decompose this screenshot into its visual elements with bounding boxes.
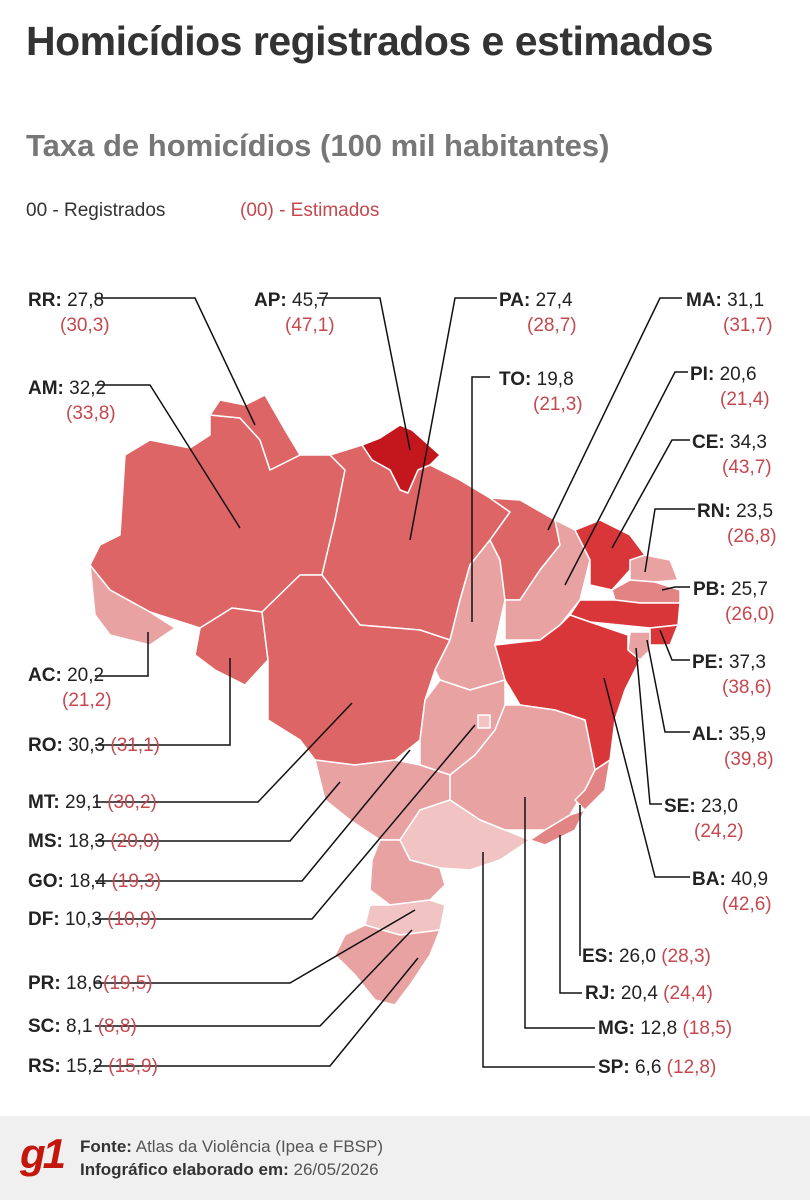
label-pe: PE: 37,3 (38,6) bbox=[692, 652, 772, 698]
label-to: TO: 19,8 (21,3) bbox=[499, 369, 583, 415]
label-am: AM: 32,2 (33,8) bbox=[28, 378, 116, 424]
label-ms: MS: 18,3 (20,0) bbox=[28, 831, 161, 852]
state-df[interactable] bbox=[477, 714, 491, 729]
label-pi: PI: 20,6 (21,4) bbox=[690, 364, 770, 410]
label-ma: MA: 31,1 (31,7) bbox=[686, 290, 773, 336]
label-ro: RO: 30,3 (31,1) bbox=[28, 735, 161, 756]
state-ro[interactable] bbox=[194, 607, 269, 686]
label-rs: RS: 15,2 (15,9) bbox=[28, 1056, 158, 1077]
label-es: ES: 26,0 (28,3) bbox=[582, 946, 711, 967]
label-al: AL: 35,9 (39,8) bbox=[692, 724, 774, 770]
legend-registered: 00 - Registrados bbox=[26, 200, 166, 221]
label-pr: PR: 18,6(19,5) bbox=[28, 973, 153, 994]
source-label: Fonte: bbox=[80, 1137, 132, 1156]
label-pb: PB: 25,7 (26,0) bbox=[693, 579, 775, 625]
label-ba: BA: 40,9 (42,6) bbox=[692, 869, 772, 915]
legend-estimated: (00) - Estimados bbox=[240, 200, 380, 221]
label-df: DF: 10,3 (10,9) bbox=[28, 909, 157, 930]
label-rj: RJ: 20,4 (24,4) bbox=[585, 983, 713, 1004]
label-sp: SP: 6,6 (12,8) bbox=[598, 1057, 717, 1078]
label-ap: AP: 45,7 (47,1) bbox=[254, 290, 335, 336]
date-value: 26/05/2026 bbox=[293, 1160, 379, 1179]
g1-logo: g1 bbox=[20, 1130, 66, 1177]
state-ac[interactable] bbox=[89, 564, 176, 646]
page-subtitle: Taxa de homicídios (100 mil habitantes) bbox=[26, 128, 610, 163]
state-pb[interactable] bbox=[611, 579, 681, 604]
label-sc: SC: 8,1 (8,8) bbox=[28, 1016, 137, 1037]
label-go: GO: 18,4 (19,3) bbox=[28, 871, 162, 892]
page-title: Homicídios registrados e estimados bbox=[26, 18, 714, 64]
label-se: SE: 23,0 (24,2) bbox=[664, 796, 744, 842]
footer-source: Fonte: Atlas da Violência (Ipea e FBSP) … bbox=[80, 1135, 383, 1181]
label-rr: RR: 27,8 (30,3) bbox=[28, 290, 110, 336]
label-pa: PA: 27,4 (28,7) bbox=[499, 290, 577, 336]
state-rs[interactable] bbox=[334, 924, 441, 1006]
label-rn: RN: 23,5 (26,8) bbox=[697, 501, 777, 547]
label-mg: MG: 12,8 (18,5) bbox=[598, 1018, 733, 1039]
date-label: Infográfico elaborado em: bbox=[80, 1160, 289, 1179]
source-value: Atlas da Violência (Ipea e FBSP) bbox=[135, 1137, 383, 1156]
state-pr[interactable] bbox=[369, 839, 446, 906]
footer bbox=[0, 1116, 810, 1200]
label-ac: AC: 20,2 (21,2) bbox=[28, 665, 112, 711]
state-rr[interactable] bbox=[209, 394, 301, 471]
state-rn[interactable] bbox=[629, 554, 679, 583]
label-ce: CE: 34,3 (43,7) bbox=[692, 432, 772, 478]
label-mt: MT: 29,1 (30,2) bbox=[28, 792, 157, 813]
